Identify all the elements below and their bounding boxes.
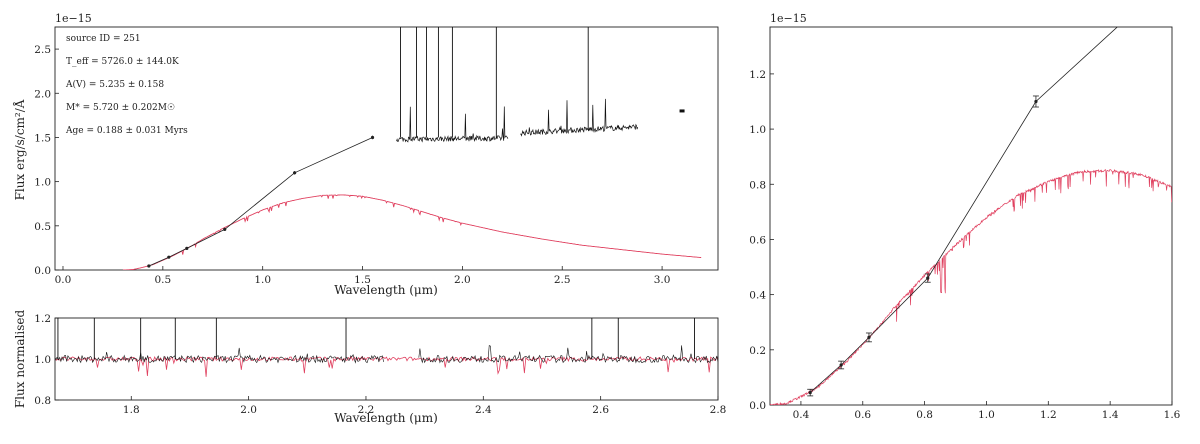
photometry-line — [148, 137, 373, 267]
observed-normalised-line — [418, 345, 718, 364]
zoom-photometry-point — [867, 335, 871, 340]
annotation-age: Age = 0.188 ± 0.031 Myrs — [65, 126, 188, 136]
model-spectrum-line — [122, 194, 702, 270]
sed-marks — [122, 27, 702, 270]
annotation-source-id: source ID = 251 — [66, 34, 141, 44]
observed-spectrum-segment — [520, 98, 639, 137]
zoom-offset-label: 1e−15 — [770, 12, 807, 25]
sed-x-tick-label: 0.0 — [55, 274, 72, 286]
normalised-x-tick-label: 2.2 — [358, 404, 375, 416]
zoom-x-tick-label: 1.6 — [1164, 409, 1181, 421]
sed-x-tick-label: 2.5 — [554, 274, 571, 286]
sed-y-tick-label: 2.0 — [34, 88, 51, 100]
normalised-x-tick-label: 2.8 — [710, 404, 727, 416]
zoom-x-tick-label: 0.6 — [854, 409, 871, 421]
zoom-x-tick-label: 1.4 — [1102, 409, 1119, 421]
zoom-y-tick-label: 0.0 — [749, 400, 766, 412]
zoom-y-tick-label: 0.6 — [749, 234, 766, 246]
sed-y-tick-label: 1.5 — [34, 132, 51, 144]
zoom-photometry-point — [839, 363, 843, 367]
isolated-photometry-point — [679, 109, 685, 113]
zoom-photometry-point — [808, 390, 812, 395]
photometry-point — [167, 255, 171, 259]
normalised-x-tick-label: 2.4 — [475, 404, 492, 416]
sed-x-tick-label: 3.0 — [654, 274, 671, 286]
sed-plot-frame — [54, 26, 719, 271]
sed-y-tick-label: 1.0 — [34, 177, 51, 189]
photometry-point — [223, 227, 227, 231]
zoom-marks — [770, 27, 1172, 405]
zoom-photometry-line — [809, 27, 1118, 393]
normalised-y-tick-label: 0.8 — [34, 395, 51, 407]
observed-normalised-line — [55, 347, 384, 364]
normalised-x-tick-label: 1.8 — [123, 404, 140, 416]
zoom-plot-frame — [769, 26, 1173, 406]
annotation-teff: T_eff = 5726.0 ± 144.0K — [66, 57, 179, 67]
annotation-mass: M* = 5.720 ± 0.202M☉ — [66, 103, 175, 113]
sed-x-tick-label: 0.5 — [154, 274, 171, 286]
sed-y-axis-label: Flux erg/s/cm²/Å — [12, 99, 27, 200]
normalised-x-tick-label: 2.0 — [240, 404, 257, 416]
sed-x-axis-label: Wavelength (μm) — [334, 283, 438, 297]
normalised-y-tick-label: 1.2 — [34, 313, 51, 325]
zoom-x-tick-label: 0.8 — [916, 409, 933, 421]
sed-y-tick-label: 2.5 — [34, 44, 51, 56]
zoom-model-spectrum-line — [770, 168, 1172, 405]
normalised-x-axis-label: Wavelength (μm) — [334, 411, 438, 425]
zoom-y-tick-label: 1.0 — [749, 124, 766, 136]
zoom-y-tick-label: 0.4 — [749, 290, 766, 302]
zoom-y-tick-label: 1.2 — [749, 69, 766, 81]
normalised-marks — [55, 318, 718, 377]
zoom-photometry-point — [1034, 99, 1038, 104]
photometry-point — [185, 246, 189, 250]
normalised-y-tick-label: 1.0 — [34, 354, 51, 366]
zoom-x-tick-label: 0.4 — [793, 409, 810, 421]
zoom-y-tick-label: 0.2 — [749, 345, 766, 357]
photometry-point — [293, 171, 297, 175]
annotation-av: A(V) = 5.235 ± 0.158 — [65, 79, 164, 90]
sed-x-tick-label: 1.5 — [354, 274, 371, 286]
zoom-x-tick-label: 1.2 — [1040, 409, 1057, 421]
normalised-x-tick-label: 2.6 — [592, 404, 609, 416]
zoom-x-tick-label: 1.0 — [978, 409, 995, 421]
photometry-point — [147, 264, 151, 268]
sed-y-tick-label: 0.5 — [34, 221, 51, 233]
sed-x-tick-label: 1.0 — [254, 274, 271, 286]
photometry-point — [370, 135, 375, 140]
sed-x-tick-label: 2.0 — [454, 274, 471, 286]
observed-spectrum-segment — [396, 106, 509, 143]
sed-y-tick-label: 0.0 — [34, 265, 51, 277]
zoom-photometry-point — [926, 276, 930, 280]
normalised-y-axis-label: Flux normalised — [13, 310, 27, 409]
zoom-y-tick-label: 0.8 — [749, 179, 766, 191]
model-normalised-line — [55, 355, 718, 377]
sed-offset-label: 1e−15 — [55, 12, 92, 25]
